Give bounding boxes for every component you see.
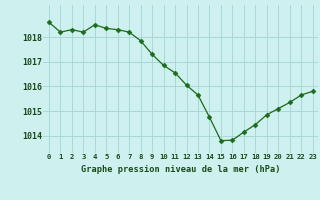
X-axis label: Graphe pression niveau de la mer (hPa): Graphe pression niveau de la mer (hPa) bbox=[81, 165, 281, 174]
